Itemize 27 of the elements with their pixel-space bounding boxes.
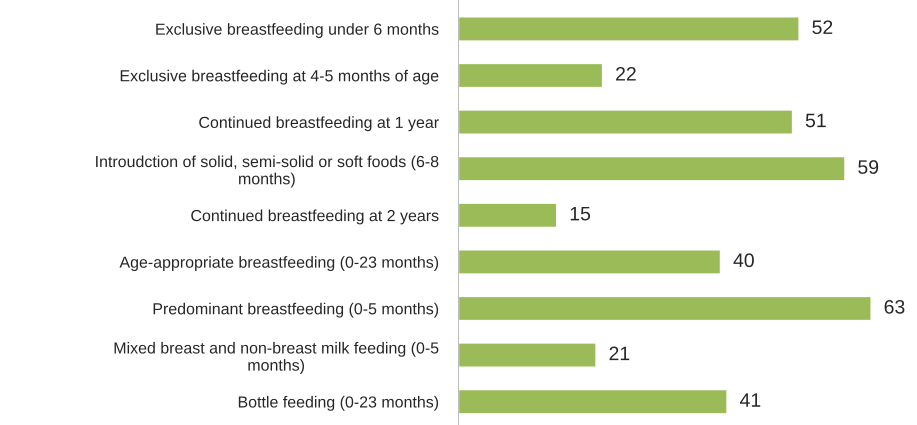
y-tick-label: Bottle feeding (0-23 months) — [238, 396, 438, 411]
y-tick-label: Introudction of solid, semi-solid or soft foods (6-8 months) — [96, 155, 438, 188]
data-label: 51 — [806, 114, 826, 128]
data-label: 59 — [858, 160, 878, 174]
bar — [458, 296, 872, 322]
data-label: 63 — [884, 300, 904, 314]
data-label: 21 — [610, 346, 630, 360]
y-tick-label: Exclusive breastfeeding under 6 months — [156, 23, 438, 38]
bar — [458, 342, 597, 368]
y-tick-label: Mixed breast and non-breast milk feeding (0-5 months) — [114, 342, 438, 374]
y-tick-label: Exclusive breastfeeding at 4-5 months of age — [120, 70, 438, 85]
bar — [458, 202, 558, 228]
bar — [458, 62, 604, 88]
data-label: 22 — [616, 66, 636, 81]
y-tick-label: Continued breastfeeding at 1 year — [199, 116, 439, 132]
bar — [458, 388, 728, 415]
data-label: 52 — [812, 20, 832, 34]
bar — [458, 16, 800, 42]
bar — [458, 109, 794, 135]
bar — [458, 156, 846, 182]
bar — [458, 249, 722, 275]
data-label: 15 — [570, 206, 590, 221]
data-label: 41 — [740, 393, 760, 407]
data-label: 40 — [733, 253, 754, 268]
y-tick-label: Continued breastfeeding at 2 years — [191, 210, 438, 224]
y-tick-label: Age-appropriate breastfeeding (0-23 months) — [119, 256, 438, 271]
y-tick-label: Predominant breastfeeding (0-5 months) — [154, 302, 438, 318]
